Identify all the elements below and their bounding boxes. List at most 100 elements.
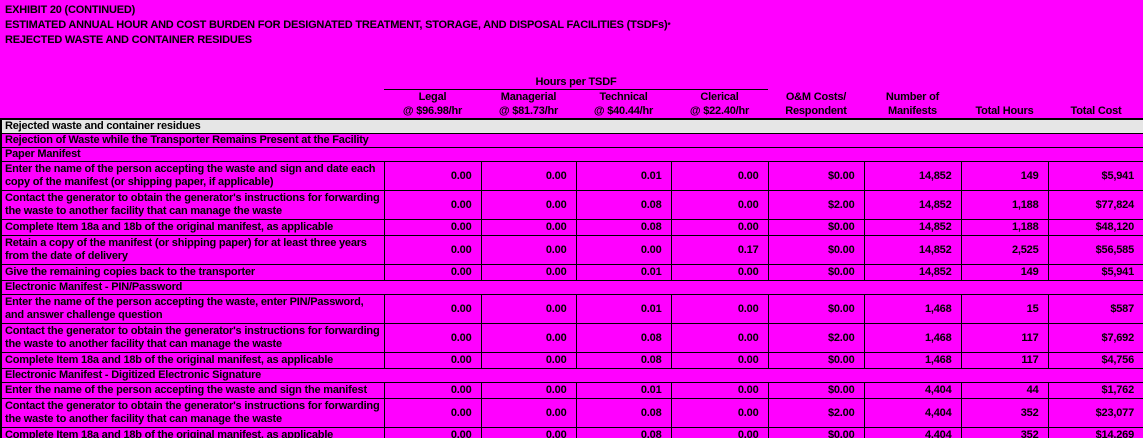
spacer-cell xyxy=(961,90,1048,105)
col-header-total-hours: Total Hours xyxy=(975,105,1034,117)
col-header-respondent: Respondent xyxy=(785,105,847,117)
col-header-total-cost: Total Cost xyxy=(1070,105,1122,117)
total-hours-cell: 44 xyxy=(960,382,1049,399)
total-cost-cell: $5,941 xyxy=(1047,161,1143,191)
exhibit-title: EXHIBIT 20 (CONTINUED) xyxy=(5,4,136,16)
number-of-manifests-cell: 4,404 xyxy=(863,398,962,428)
total-cost-cell: $48,120 xyxy=(1047,219,1143,236)
clerical-hours-cell: 0.00 xyxy=(670,427,769,438)
managerial-hours-cell: 0.00 xyxy=(480,219,577,236)
spacer-cell xyxy=(1,104,384,119)
legal-hours-cell: 0.00 xyxy=(383,352,482,369)
spacer-cell xyxy=(1,90,384,105)
section-header-row: Electronic Manifest - PIN/Password xyxy=(0,280,1143,295)
om-costs-cell: $0.00 xyxy=(767,235,865,265)
task-label-cell: Contact the generator to obtain the gene… xyxy=(0,323,385,353)
task-label-cell: Complete Item 18a and 18b of the origina… xyxy=(0,352,385,369)
column-name-row: Legal Managerial Technical Clerical O&M … xyxy=(1,90,1143,105)
om-costs-cell: $0.00 xyxy=(767,427,865,438)
exhibit-subtitle: ESTIMATED ANNUAL HOUR AND COST BURDEN FO… xyxy=(5,18,1143,33)
total-hours-cell: 1,188 xyxy=(960,219,1049,236)
number-of-manifests-cell: 14,852 xyxy=(863,264,962,281)
task-label-cell: Enter the name of the person accepting t… xyxy=(0,294,385,324)
technical-hours-cell: 0.00 xyxy=(575,235,672,265)
legal-hours-cell: 0.00 xyxy=(383,235,482,265)
total-cost-cell: $1,762 xyxy=(1047,382,1143,399)
section-label-cell: Electronic Manifest - PIN/Password xyxy=(0,280,1143,295)
clerical-hours-cell: 0.00 xyxy=(670,352,769,369)
col-rate-clerical: @ $22.40/hr xyxy=(689,105,750,117)
number-of-manifests-cell: 4,404 xyxy=(863,382,962,399)
section-label-cell: Rejection of Waste while the Transporter… xyxy=(0,133,1143,148)
managerial-hours-cell: 0.00 xyxy=(480,323,577,353)
number-of-manifests-cell: 14,852 xyxy=(863,235,962,265)
number-of-manifests-cell: 1,468 xyxy=(863,323,962,353)
title-block: EXHIBIT 20 (CONTINUED) ESTIMATED ANNUAL … xyxy=(0,0,1143,48)
section-label-cell: Electronic Manifest - Digitized Electron… xyxy=(0,368,1143,383)
managerial-hours-cell: 0.00 xyxy=(480,235,577,265)
legal-hours-cell: 0.00 xyxy=(383,427,482,438)
hours-per-tsdf-header: Hours per TSDF xyxy=(384,74,768,90)
clerical-hours-cell: 0.00 xyxy=(670,323,769,353)
om-costs-cell: $2.00 xyxy=(767,323,865,353)
om-costs-cell: $0.00 xyxy=(767,264,865,281)
om-costs-cell: $0.00 xyxy=(767,294,865,324)
total-hours-cell: 352 xyxy=(960,427,1049,438)
table-row: Enter the name of the person accepting t… xyxy=(0,294,1143,324)
table-row: Give the remaining copies back to the tr… xyxy=(0,264,1143,281)
managerial-hours-cell: 0.00 xyxy=(480,398,577,428)
table-row: Complete Item 18a and 18b of the origina… xyxy=(0,352,1143,369)
technical-hours-cell: 0.01 xyxy=(575,382,672,399)
task-label-cell: Complete Item 18a and 18b of the origina… xyxy=(0,427,385,438)
number-of-manifests-cell: 14,852 xyxy=(863,161,962,191)
total-hours-cell: 149 xyxy=(960,161,1049,191)
om-costs-cell: $0.00 xyxy=(767,161,865,191)
task-label-cell: Give the remaining copies back to the tr… xyxy=(0,264,385,281)
technical-hours-cell: 0.08 xyxy=(575,352,672,369)
spacer-cell xyxy=(1048,90,1143,105)
section-label-cell: Rejected waste and container residues xyxy=(0,118,1143,134)
managerial-hours-cell: 0.00 xyxy=(480,190,577,220)
om-costs-cell: $2.00 xyxy=(767,398,865,428)
clerical-hours-cell: 0.00 xyxy=(670,190,769,220)
col-header-clerical: Clerical xyxy=(700,91,739,103)
section-label-cell: Paper Manifest xyxy=(0,147,1143,162)
managerial-hours-cell: 0.00 xyxy=(480,294,577,324)
legal-hours-cell: 0.00 xyxy=(383,219,482,236)
section-header-row: Rejection of Waste while the Transporter… xyxy=(0,133,1143,148)
col-header-om-costs: O&M Costs/ xyxy=(785,90,847,103)
clerical-hours-cell: 0.00 xyxy=(670,161,769,191)
spacer-cell xyxy=(1,74,384,90)
technical-hours-cell: 0.01 xyxy=(575,161,672,191)
col-rate-managerial: @ $81.73/hr xyxy=(498,105,559,117)
clerical-hours-cell: 0.00 xyxy=(670,294,769,324)
clerical-hours-cell: 0.00 xyxy=(670,219,769,236)
table-row: Enter the name of the person accepting t… xyxy=(0,382,1143,399)
total-hours-cell: 149 xyxy=(960,264,1049,281)
om-costs-cell: $0.00 xyxy=(767,219,865,236)
total-cost-cell: $7,692 xyxy=(1047,323,1143,353)
table-row: Contact the generator to obtain the gene… xyxy=(0,323,1143,353)
clerical-hours-cell: 0.17 xyxy=(670,235,769,265)
total-hours-cell: 117 xyxy=(960,323,1049,353)
legal-hours-cell: 0.00 xyxy=(383,190,482,220)
managerial-hours-cell: 0.00 xyxy=(480,352,577,369)
total-cost-cell: $77,824 xyxy=(1047,190,1143,220)
managerial-hours-cell: 0.00 xyxy=(480,382,577,399)
table-header: Hours per TSDF Legal Managerial Technica… xyxy=(1,74,1143,119)
footnote-marker: * xyxy=(667,21,671,30)
total-hours-cell: 15 xyxy=(960,294,1049,324)
task-label-cell: Contact the generator to obtain the gene… xyxy=(0,190,385,220)
task-label-cell: Retain a copy of the manifest (or shippi… xyxy=(0,235,385,265)
task-label-cell: Enter the name of the person accepting t… xyxy=(0,161,385,191)
legal-hours-cell: 0.00 xyxy=(383,264,482,281)
section-header-row: Paper Manifest xyxy=(0,147,1143,162)
table-body: Rejected waste and container residues Re… xyxy=(0,118,1143,438)
section-header-row: Electronic Manifest - Digitized Electron… xyxy=(0,368,1143,383)
task-label-cell: Enter the name of the person accepting t… xyxy=(0,382,385,399)
om-costs-cell: $2.00 xyxy=(767,190,865,220)
total-cost-cell: $4,756 xyxy=(1047,352,1143,369)
exhibit-subtitle-text: ESTIMATED ANNUAL HOUR AND COST BURDEN FO… xyxy=(5,19,668,31)
exhibit-subject: REJECTED WASTE AND CONTAINER RESIDUES xyxy=(5,34,252,46)
